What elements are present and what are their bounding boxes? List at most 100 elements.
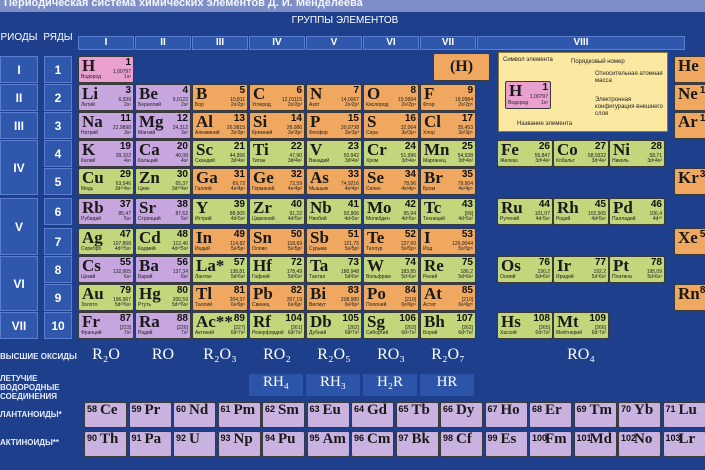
element-cell-Zr[interactable]: Zr 40 91,22 Цирконий 4d²5s² [249,198,305,225]
actinoid-Th[interactable]: 90 Th [84,431,127,457]
element-cell-Li[interactable]: Li 3 6,939 Литий 2s¹ [78,84,134,111]
element-cell-Cu[interactable]: Cu 29 63,546 Медь 3d¹⁰4s¹ [78,168,134,195]
actinoid-Np[interactable]: 93 Np [217,431,261,457]
element-cell-Rb[interactable]: Rb 37 85,47 Рубидий 5s¹ [78,198,134,225]
actinoid-Lr[interactable]: 103 Lr [662,431,705,457]
lanthanoid-Gd[interactable]: 64 Gd [351,402,394,428]
element-cell-W[interactable]: W 74 183,85 Вольфрам 5d⁴6s² [363,256,419,283]
element-cell-P[interactable]: P 15 30,9738 Фосфор 3s²3p³ [306,112,362,139]
element-cell-Re[interactable]: Re 75 186,2 Рений 5d⁵6s² [420,256,476,283]
element-cell-Hf[interactable]: Hf 72 178,49 Гафний 5d²6s² [249,256,305,283]
actinoid-Fm[interactable]: 100 Fm [529,431,572,457]
lanthanoid-Ce[interactable]: 58 Ce [84,402,127,428]
element-cell-Au[interactable]: Au 79 196,967 Золото 5d¹⁰6s¹ [78,284,134,311]
lanthanoid-Tm[interactable]: 69 Tm [573,402,617,428]
lanthanoid-Nd[interactable]: 60 Nd [173,402,216,428]
element-cell-Xe[interactable]: Xe54 [674,228,705,255]
element-cell-Br[interactable]: Br 35 79,904 Бром 4s²4p⁵ [420,168,476,195]
element-cell-Ge[interactable]: Ge 32 72,59 Германий 4s²4p² [249,168,305,195]
element-cell-Fr[interactable]: Fr 87 [223] Франций 7s¹ [78,312,134,339]
element-cell-Po[interactable]: Po 84 [210] Полоний 6s²6p⁴ [363,284,419,311]
element-cell-La[interactable]: La* 57 138,81 Лантан 5d¹6s² [192,256,248,283]
element-cell-In[interactable]: In 49 114,82 Индий 5s²5p¹ [192,228,248,255]
element-cell-Co[interactable]: Co 27 58,9332 Кобальт 3d⁷4s² [553,140,609,167]
actinoid-Md[interactable]: 101 Md [573,431,617,457]
element-cell-Sb[interactable]: Sb 51 121,75 Сурьма 5s²5p³ [306,228,362,255]
actinoid-Pa[interactable]: 91 Pa [128,431,172,457]
lanthanoid-Sm[interactable]: 62 Sm [262,402,305,428]
element-cell-Si[interactable]: Si 14 28,086 Кремний 3s²3p² [249,112,305,139]
element-cell-Pb[interactable]: Pb 82 207,19 Свинец 6s²6p² [249,284,305,311]
element-cell-Ne[interactable]: Ne10 [674,84,705,111]
element-cell-Tc[interactable]: Tc 43 [99] Технеций 4d⁵5s² [420,198,476,225]
element-cell-Ba[interactable]: Ba 56 137,34 Барий 6s² [135,256,191,283]
element-cell-Mg[interactable]: Mg 12 24,312 Магний 3s² [135,112,191,139]
actinoid-Am[interactable]: 95 Am [306,431,350,457]
lanthanoid-Eu[interactable]: 63 Eu [306,402,350,428]
element-cell-Os[interactable]: Os 76 190,2 Осмий 5d⁶6s² [497,256,553,283]
element-cell-Ag[interactable]: Ag 47 107,868 Серебро 4d¹⁰5s¹ [78,228,134,255]
element-cell-Ir[interactable]: Ir 77 192,2 Иридий 5d⁷6s² [553,256,609,283]
element-cell-Nb[interactable]: Nb 41 92,906 Ниобий 4d⁴5s¹ [306,198,362,225]
element-cell-Kr[interactable]: Kr36 [674,168,705,195]
element-cell-Ca[interactable]: Ca 20 40,08 Кальций 4s² [135,140,191,167]
element-cell-Cd[interactable]: Cd 48 112,40 Кадмий 4d¹⁰5s² [135,228,191,255]
element-cell-S[interactable]: S 16 32,064 Сера 3s²3p⁴ [363,112,419,139]
element-cell-N[interactable]: N 7 14,0067 Азот 2s²2p³ [306,84,362,111]
element-cell-H[interactable]: H 1 1,00797 Водород 1s¹ [78,56,134,83]
lanthanoid-Ho[interactable]: 67 Ho [484,402,528,428]
lanthanoid-Dy[interactable]: 66 Dy [440,402,483,428]
element-cell-As[interactable]: As 33 74,9216 Мышьяк 4s²4p³ [306,168,362,195]
element-cell-Cr[interactable]: Cr 24 51,996 Хром 3d⁵4s¹ [363,140,419,167]
element-cell-Tl[interactable]: Tl 81 204,37 Таллий 6s²6p¹ [192,284,248,311]
element-cell-Cs[interactable]: Cs 55 132,905 Цезий 6s¹ [78,256,134,283]
actinoid-Bk[interactable]: 97 Bk [395,431,439,457]
actinoid-U[interactable]: 92 U [173,431,216,457]
element-cell-Sc[interactable]: Sc 21 44,956 Скандий 3d¹4s² [192,140,248,167]
element-cell-He[interactable]: He2 [674,56,705,83]
element-cell-Hs[interactable]: Hs 108 [265] Хассий 6d⁶7s² [497,312,553,339]
actinoid-Cf[interactable]: 98 Cf [440,431,483,457]
element-cell-Rh[interactable]: Rh 45 102,905 Родий 4d⁸5s¹ [553,198,609,225]
element-cell-Ti[interactable]: Ti 22 47,90 Титан 3d²4s² [249,140,305,167]
element-cell-At[interactable]: At 85 [210] Астат 6s²6p⁵ [420,284,476,311]
actinoid-No[interactable]: 102 No [618,431,661,457]
element-cell-Db[interactable]: Db 105 [262] Дубний 6d³7s² [306,312,362,339]
element-cell-Cl[interactable]: Cl 17 35,453 Хлор 3s²3p⁵ [420,112,476,139]
element-cell-Ni[interactable]: Ni 28 58,71 Никель 3d⁸4s² [609,140,665,167]
element-cell-Hg[interactable]: Hg 80 200,59 Ртуть 5d¹⁰6s² [135,284,191,311]
element-cell-Bi[interactable]: Bi 83 208,980 Висмут 6s²6p³ [306,284,362,311]
element-cell-V[interactable]: V 23 50,942 Ванадий 3d³4s² [306,140,362,167]
element-cell-Sr[interactable]: Sr 38 87,62 Стронций 5s² [135,198,191,225]
element-cell-Ta[interactable]: Ta 73 180,948 Тантал 5d³6s² [306,256,362,283]
element-cell-K[interactable]: K 19 39,102 Калий 4s¹ [78,140,134,167]
element-cell-Bh[interactable]: Bh 107 [262] Борий 6d⁵7s² [420,312,476,339]
element-cell-Ru[interactable]: Ru 44 101,07 Рутений 4d⁷5s¹ [497,198,553,225]
element-cell-Te[interactable]: Te 52 127,60 Теллур 5s²5p⁴ [363,228,419,255]
element-cell-Ga[interactable]: Ga 31 69,72 Галлий 4s²4p¹ [192,168,248,195]
element-cell-Rn[interactable]: Rn86 [674,284,705,311]
element-cell-Se[interactable]: Se 34 78,96 Селен 4s²4p⁴ [363,168,419,195]
lanthanoid-Tb[interactable]: 65 Tb [395,402,439,428]
element-cell-Fe[interactable]: Fe 26 55,847 Железо 3d⁶4s² [497,140,553,167]
element-cell-Y[interactable]: Y 39 88,905 Иттрий 4d¹5s² [192,198,248,225]
lanthanoid-Pm[interactable]: 61 Pm [217,402,261,428]
lanthanoid-Pr[interactable]: 59 Pr [128,402,172,428]
element-cell-Na[interactable]: Na 11 22,9898 Натрий 3s¹ [78,112,134,139]
actinoid-Cm[interactable]: 96 Cm [351,431,394,457]
element-cell-Mt[interactable]: Mt 109 [266] Мейтнерий 6d⁷7s² [553,312,609,339]
element-cell-F[interactable]: F 9 18,9984 Фтор 2s²2p⁵ [420,84,476,111]
element-cell-Zn[interactable]: Zn 30 65,37 Цинк 3d¹⁰4s² [135,168,191,195]
element-cell-Ra[interactable]: Ra 88 [226] Радий 7s² [135,312,191,339]
element-cell-Ac[interactable]: Ac** 89 [227] Актиний 6d¹7s² [192,312,248,339]
element-cell-O[interactable]: O 8 15,9994 Кислород 2s²2p⁴ [363,84,419,111]
lanthanoid-Lu[interactable]: 71 Lu [662,402,705,428]
actinoid-Es[interactable]: 99 Es [484,431,528,457]
actinoid-Pu[interactable]: 94 Pu [262,431,305,457]
element-cell-Sg[interactable]: Sg 106 [263] Сиборгий 6d⁴7s² [363,312,419,339]
element-cell-Rf[interactable]: Rf 104 [261] Резерфордий 6d²7s² [249,312,305,339]
element-cell-Be[interactable]: Be 4 9,0122 Бериллий 2s² [135,84,191,111]
element-cell-Sn[interactable]: Sn 50 118,69 Олово 5s²5p² [249,228,305,255]
element-cell-C[interactable]: C 6 12,01115 Углерод 2s²2p² [249,84,305,111]
lanthanoid-Yb[interactable]: 70 Yb [618,402,661,428]
